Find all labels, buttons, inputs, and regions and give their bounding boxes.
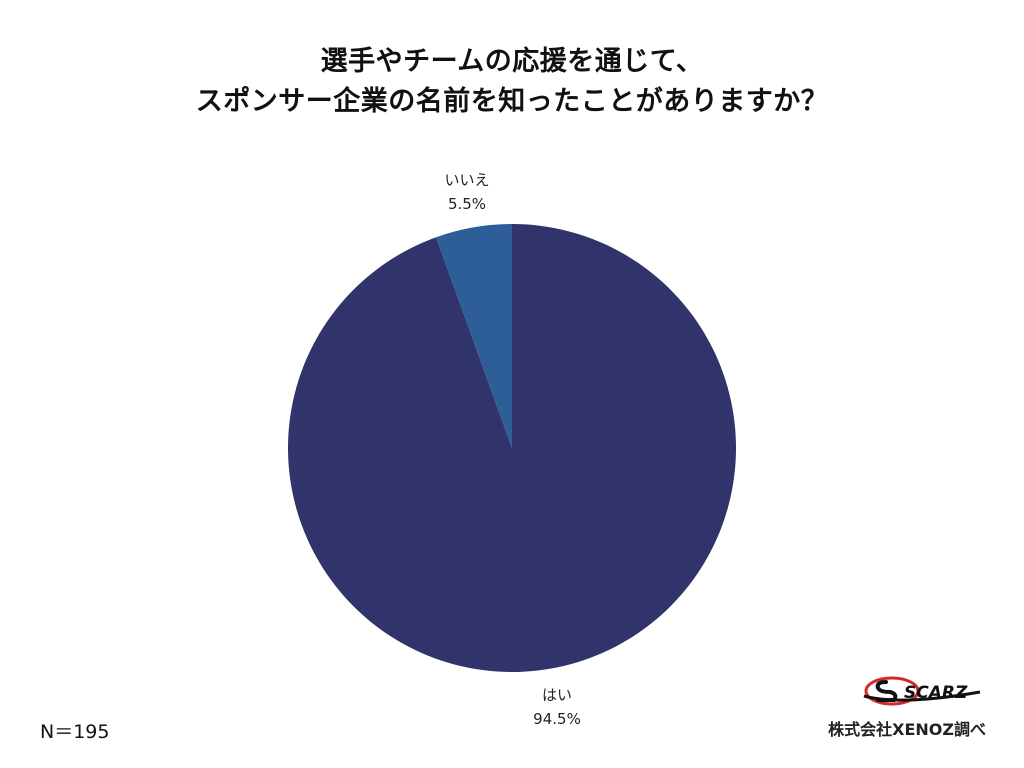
logo-s-mark	[875, 680, 898, 702]
chart-title-line-2: スポンサー企業の名前を知ったことがありますか？	[195, 86, 829, 117]
sample-size-note: N＝195	[40, 721, 110, 743]
slice-label-yes: はい	[542, 686, 572, 704]
slice-label-no: いいえ	[444, 171, 489, 189]
source-credit: 株式会社XENOZ調べ	[828, 720, 986, 739]
logo-swoosh-red	[864, 676, 920, 706]
slice-value-no: 5.5%	[448, 195, 486, 213]
logo-wordmark: SCARZ	[904, 683, 968, 703]
logo-swoosh-black	[863, 690, 981, 702]
pie-slice-yes	[287, 224, 736, 673]
scarz-logo: SCARZ	[863, 676, 981, 706]
chart-title-line-1: 選手やチームの応援を通じて、	[320, 46, 704, 77]
slice-value-yes: 94.5%	[533, 710, 581, 728]
pie-slice-no	[436, 224, 512, 448]
chart-title: 選手やチームの応援を通じて、 スポンサー企業の名前を知ったことがありますか？	[0, 42, 1024, 122]
